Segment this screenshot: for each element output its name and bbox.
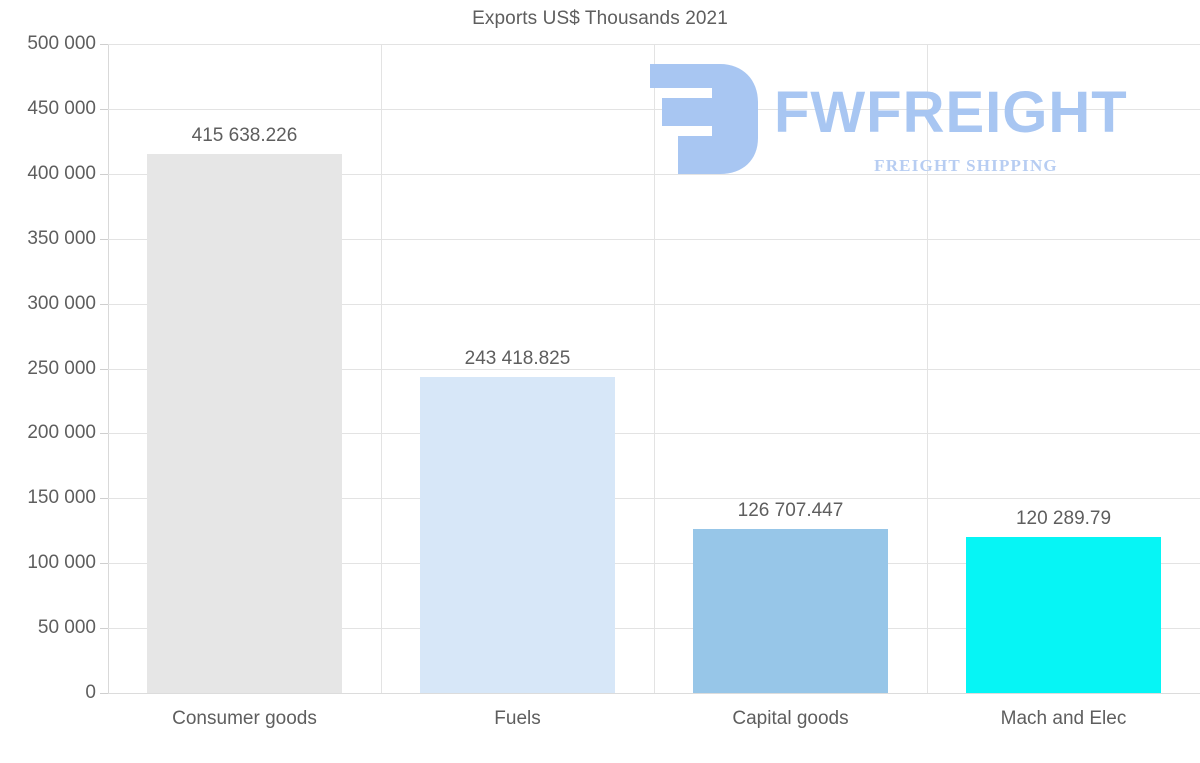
bar-mach-and-elec[interactable] (966, 536, 1161, 693)
bar-value-label: 120 289.79 (1015, 507, 1112, 529)
y-axis-tick-label: 150 000 (27, 487, 96, 509)
y-axis-tick-label: 100 000 (27, 552, 96, 574)
bar-value-label: 243 418.825 (464, 348, 571, 370)
y-axis-tick-mark (100, 238, 108, 240)
y-axis-tick-label: 400 000 (27, 162, 96, 184)
chart-title: Exports US$ Thousands 2021 (472, 8, 728, 29)
y-axis-tick-mark (100, 303, 108, 305)
bar-consumer-goods[interactable] (147, 153, 342, 693)
y-axis-tick-mark (100, 498, 108, 500)
bar-fuels[interactable] (420, 377, 615, 693)
gridline-vertical (654, 44, 655, 693)
y-axis-tick-label: 0 (85, 682, 96, 703)
y-axis-tick-mark (100, 44, 108, 45)
y-axis-tick-label: 450 000 (27, 97, 96, 119)
y-axis-tick-mark (100, 563, 108, 565)
bar-value-label: 126 707.447 (737, 499, 844, 521)
gridline-vertical (927, 44, 928, 693)
y-axis-tick-mark (100, 108, 108, 110)
y-axis-tick-label: 250 000 (27, 357, 96, 379)
y-axis-tick-label: 300 000 (27, 292, 96, 314)
bar-value-label: 415 638.226 (191, 124, 298, 146)
y-axis-tick-label: 200 000 (27, 422, 96, 444)
y-axis-tick-mark (100, 693, 108, 694)
y-axis-tick-mark (100, 628, 108, 630)
y-axis-tick-label: 350 000 (27, 227, 96, 249)
y-axis-tick-label: 50 000 (37, 617, 96, 639)
x-axis-label: Fuels (494, 708, 541, 729)
x-axis-label: Mach and Elec (1000, 708, 1127, 729)
x-axis-label: Consumer goods (172, 708, 317, 729)
y-axis-tick-mark (100, 368, 108, 370)
gridline-horizontal (108, 693, 1200, 694)
bar-capital-goods[interactable] (693, 528, 888, 693)
y-axis-tick-mark (100, 173, 108, 175)
y-axis-tick-mark (100, 433, 108, 435)
plot-area: 415 638.226 243 418.825 126 707.447 120 289… (108, 44, 1200, 694)
x-axis-label: Capital goods (732, 708, 849, 729)
gridline-vertical (381, 44, 382, 693)
y-axis-tick-label: 500 000 (27, 33, 96, 54)
